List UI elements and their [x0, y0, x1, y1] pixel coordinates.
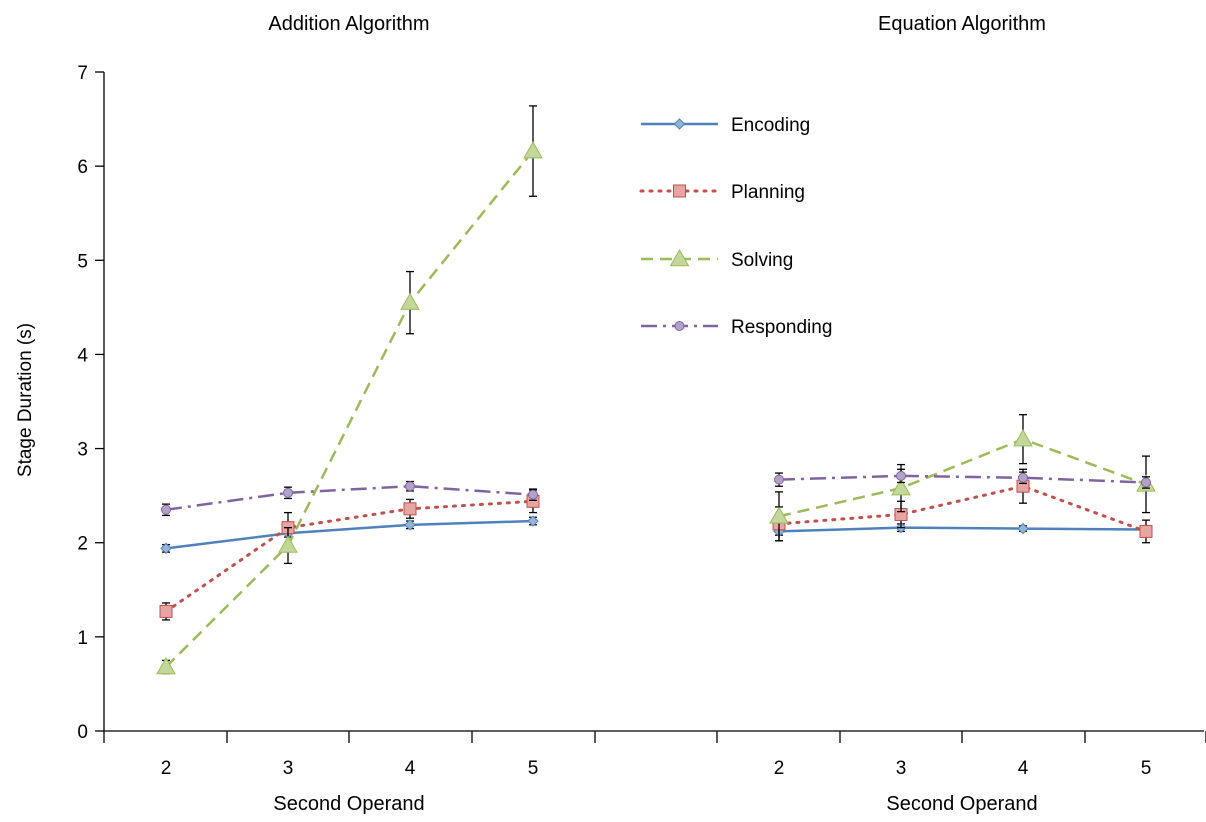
x-tick-label: 2	[161, 758, 172, 779]
marker-triangle	[400, 292, 420, 310]
y-tick-label: 6	[77, 157, 88, 178]
y-tick-label: 4	[77, 345, 88, 366]
series-responding-addition	[161, 480, 538, 517]
marker-circle	[896, 470, 906, 481]
legend-label: Planning	[731, 182, 805, 203]
axes: 0 1 2 3 4 5 6 7 2 3 4 5 2 3 4 5	[77, 63, 1206, 779]
x-tick-label: 4	[1018, 758, 1029, 779]
y-tick-label: 2	[77, 534, 88, 555]
plot-area	[156, 105, 1156, 675]
legend-label: Solving	[731, 250, 793, 271]
marker-diamond	[527, 515, 539, 527]
x-tick-label: 5	[1141, 758, 1152, 779]
y-tick-label: 0	[77, 722, 88, 743]
marker-circle	[283, 487, 293, 498]
y-axis-label: Stage Duration (s)	[15, 323, 36, 477]
marker-triangle	[278, 535, 298, 553]
marker-circle	[674, 321, 685, 331]
x-axis-label-addition: Second Operand	[273, 793, 424, 815]
marker-square	[1139, 524, 1153, 538]
legend-item-planning: Planning	[639, 182, 805, 203]
series-line	[777, 484, 1148, 533]
series-solving-addition	[156, 105, 543, 675]
panel-title-equation: Equation Algorithm	[878, 13, 1046, 35]
series-line	[778, 526, 1147, 533]
series-encoding-addition	[160, 515, 539, 555]
series-line	[164, 499, 535, 613]
legend-item-responding: Responding	[641, 317, 832, 338]
series-line	[165, 150, 534, 668]
series-planning-addition	[159, 489, 540, 621]
y-tick-label: 3	[77, 440, 88, 461]
marker-triangle	[523, 141, 543, 159]
marker-diamond	[404, 519, 416, 531]
series-line	[165, 519, 534, 550]
legend-label: Encoding	[731, 115, 810, 136]
x-tick-label: 2	[774, 758, 785, 779]
panel-title-addition: Addition Algorithm	[268, 13, 429, 35]
marker-diamond	[673, 118, 686, 130]
y-tick-label: 5	[77, 251, 88, 272]
marker-circle	[1018, 472, 1028, 483]
marker-circle	[405, 481, 415, 492]
x-tick-label: 3	[283, 758, 294, 779]
series-line	[778, 437, 1147, 518]
marker-triangle	[1013, 429, 1033, 447]
x-tick-label: 4	[405, 758, 416, 779]
marker-triangle	[769, 506, 789, 524]
y-tick-label: 1	[77, 628, 88, 649]
marker-circle	[528, 489, 538, 500]
marker-diamond	[160, 542, 172, 555]
marker-circle	[774, 474, 784, 485]
legend-item-encoding: Encoding	[641, 115, 810, 136]
marker-circle	[1141, 477, 1151, 488]
legend-item-solving: Solving	[641, 248, 793, 271]
marker-triangle	[156, 656, 176, 675]
series-solving-equation	[769, 414, 1156, 542]
marker-diamond	[1017, 522, 1029, 535]
marker-square	[403, 502, 417, 516]
legend-label: Responding	[731, 317, 832, 338]
y-tick-label: 7	[77, 63, 88, 84]
series-encoding-equation	[773, 521, 1152, 538]
marker-square	[159, 604, 173, 618]
series-line	[165, 484, 534, 512]
x-axis-label-equation: Second Operand	[886, 793, 1037, 815]
marker-triangle	[669, 248, 690, 267]
x-tick-label: 5	[528, 758, 539, 779]
marker-circle	[161, 504, 171, 515]
legend: Encoding Planning Solving Responding	[639, 115, 832, 338]
series-line	[778, 474, 1147, 484]
marker-square	[673, 184, 686, 198]
x-tick-label: 3	[896, 758, 907, 779]
marker-triangle	[891, 478, 911, 496]
series-responding-equation	[774, 468, 1151, 489]
